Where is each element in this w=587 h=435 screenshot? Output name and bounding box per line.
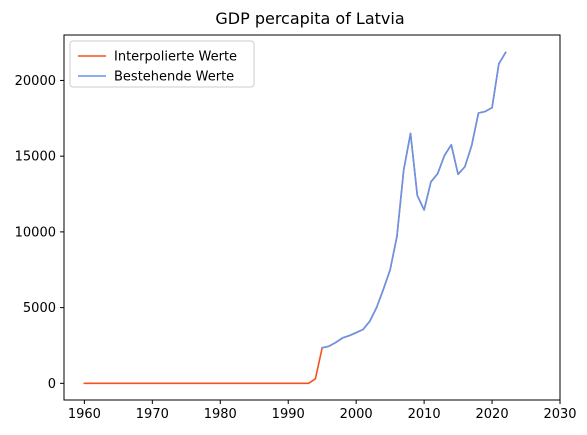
legend-label: Interpolierte Werte (114, 50, 237, 65)
x-tick-label: 2000 (340, 407, 373, 422)
x-tick-label: 1990 (272, 407, 305, 422)
legend: Interpolierte Werte Bestehende Werte (69, 40, 255, 88)
y-tick-label: 15000 (15, 150, 56, 165)
x-axis: 1960 1970 1980 1990 2000 2010 2020 2030 (68, 400, 577, 422)
x-tick-label: 1980 (204, 407, 237, 422)
x-tick-label: 1960 (68, 407, 101, 422)
x-tick-label: 1970 (136, 407, 169, 422)
legend-label: Bestehende Werte (114, 70, 234, 85)
plot-frame (63, 34, 561, 401)
x-tick-label: 2030 (543, 407, 576, 422)
series-layer (83, 51, 507, 385)
y-tick-label: 0 (48, 377, 56, 392)
legend-box (69, 40, 255, 88)
y-tick-label: 5000 (23, 301, 56, 316)
series-line-2 (321, 51, 507, 349)
series-line-1 (83, 51, 507, 385)
x-tick-label: 2020 (476, 407, 509, 422)
x-tick-label: 2010 (408, 407, 441, 422)
chart-title: GDP percapita of Latvia (215, 9, 404, 28)
y-tick-label: 20000 (15, 74, 56, 89)
y-tick-label: 10000 (15, 225, 56, 240)
y-axis: 0 5000 10000 15000 20000 (15, 74, 64, 392)
